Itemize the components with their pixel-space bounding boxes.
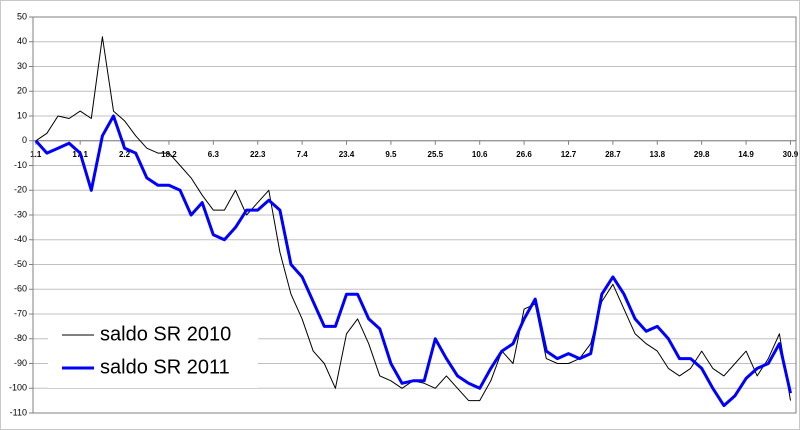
- plot-area: [32, 16, 797, 414]
- y-tick-label: -100: [9, 383, 27, 393]
- y-tick-label: 50: [17, 11, 27, 21]
- x-tick-label: 7.4: [297, 150, 309, 159]
- y-tick-label: -70: [14, 308, 27, 318]
- y-tick-label: 10: [17, 110, 27, 120]
- x-tick-label: 18.2: [161, 150, 177, 159]
- y-tick-label: -20: [14, 185, 27, 195]
- y-tick-label: 0: [22, 135, 27, 145]
- x-tick-label: 13.8: [649, 150, 665, 159]
- y-tick-label: 20: [17, 86, 27, 96]
- x-tick-label: 9.5: [385, 150, 397, 159]
- x-tick-label: 22.3: [250, 150, 266, 159]
- lines: [34, 36, 792, 408]
- series-line: [34, 114, 792, 408]
- x-tick-label: 12.7: [561, 150, 577, 159]
- legend: saldo SR 2010 saldo SR 2011: [48, 318, 258, 388]
- x-tick-label: 14.9: [738, 150, 754, 159]
- x-tick-label: 26.6: [516, 150, 532, 159]
- y-tick-label: -80: [14, 333, 27, 343]
- y-tick-label: -40: [14, 234, 27, 244]
- legend-box: [48, 318, 258, 388]
- x-tick-label: 2.2: [119, 150, 131, 159]
- legend-label: saldo SR 2010: [100, 323, 231, 345]
- x-tick-label: 1.1: [30, 150, 42, 159]
- legend-label: saldo SR 2011: [100, 356, 230, 378]
- y-tick-label: 30: [17, 61, 27, 71]
- y-tick-label: -10: [14, 160, 27, 170]
- x-tick-label: 25.5: [428, 150, 444, 159]
- y-tick-label: -50: [14, 259, 27, 269]
- x-tick-label: 28.7: [605, 150, 621, 159]
- y-tick-label: -60: [14, 284, 27, 294]
- y-tick-label: -30: [14, 209, 27, 219]
- x-tick-label: 23.4: [339, 150, 355, 159]
- y-tick-label: 40: [17, 36, 27, 46]
- x-tick-label: 10.6: [472, 150, 488, 159]
- y-tick-label: -90: [14, 358, 27, 368]
- x-tick-label: 6.3: [208, 150, 220, 159]
- y-tick-label: -110: [10, 407, 27, 417]
- x-tick-label: 29.8: [694, 150, 710, 159]
- x-tick-label: 30.9: [783, 150, 799, 159]
